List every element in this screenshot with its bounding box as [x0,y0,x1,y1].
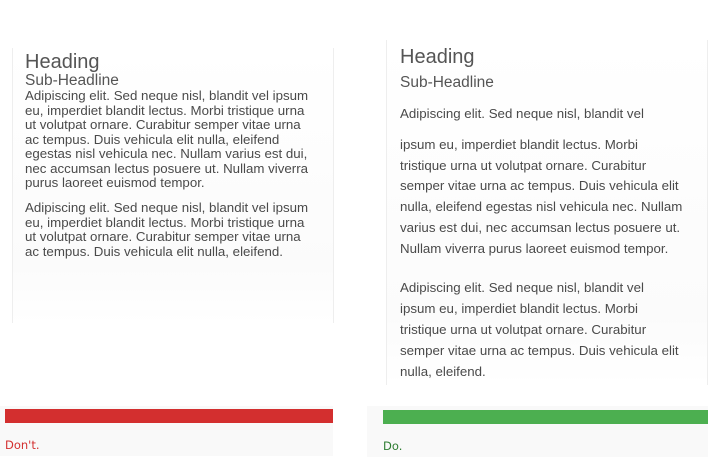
body-text-line: Nullam viverra purus laoreet euismod tem… [400,240,669,256]
body-text-line: semper vitae urna ac tempus. Duis vehicu… [400,342,679,358]
dont-example-card: Heading Sub-Headline Adipiscing elit. Se… [12,48,334,323]
do-bar [383,410,708,424]
body-text-line: Adipiscing elit. Sed neque nisl, blandit… [25,200,309,215]
heading: Heading [25,51,100,73]
body-text-line: ipsum eu, imperdiet blandit lectus. Morb… [400,300,638,316]
body-text-line: ut volutpat ornare. Curabitur semper vit… [25,229,301,244]
dont-label: Don't. [5,438,40,452]
dont-caption-panel: Don't. [0,406,333,456]
sub-headline: Sub-Headline [400,74,494,91]
body-text-line: tristique urna ut volutpat ornare. Curab… [400,321,647,337]
body-text-line: tristique urna ut volutpat ornare. Curab… [400,157,647,173]
do-label: Do. [383,439,403,453]
body-text-line: eu, imperdiet blandit lectus. Morbi tris… [25,102,305,118]
body-text-line: semper vitae urna ac tempus. Duis vehicu… [400,178,679,194]
body-text-line: ipsum eu, imperdiet blandit lectus. Morb… [400,137,638,152]
body-text-line: ac tempus. Duis vehicula elit nulla, ele… [25,131,280,147]
body-text-line: varius est dui, nec accumsan lectus posu… [400,219,681,235]
heading: Heading [400,46,475,68]
body-text-line: nec accumsan lectus posuere ut. Nullam v… [25,160,309,176]
body-text-line: eu, imperdiet blandit lectus. Morbi tris… [25,214,305,230]
body-text-line: ac tempus. Duis vehicula elit nulla, ele… [25,243,283,259]
do-example-card: Heading Sub-Headline Adipiscing elit. Se… [386,40,708,385]
body-text-line: purus laoreet euismod tempor. [25,175,205,190]
body-text-line: nulla, eleifend. [400,363,486,379]
body-text-line: Adipiscing elit. Sed neque nisl, blandit… [25,88,309,103]
body-text-line: ut volutpat ornare. Curabitur semper vit… [25,117,301,132]
body-text-line: Adipiscing elit. Sed neque nisl, blandit… [400,106,644,121]
dont-bar [5,409,333,423]
body-text-line: nulla, eleifend egestas nisl vehicula ne… [400,199,683,215]
body-text-line: Adipiscing elit. Sed neque nisl, blandit… [400,280,644,295]
sub-headline: Sub-Headline [25,72,119,89]
body-text-line: egestas nisl vehicula nec. Nullam varius… [25,146,308,161]
do-caption-panel: Do. [367,406,708,457]
